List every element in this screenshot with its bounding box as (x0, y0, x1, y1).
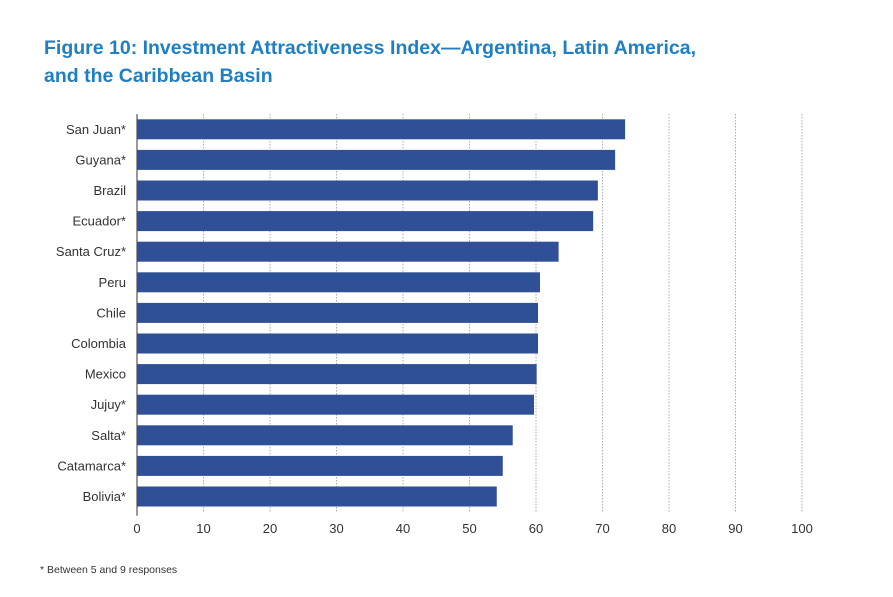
category-label: Catamarca* (57, 458, 126, 473)
bar (137, 394, 535, 415)
category-label: Mexico (85, 367, 126, 382)
x-tick-label: 80 (662, 521, 676, 536)
x-tick-label: 40 (396, 521, 410, 536)
bar (137, 302, 538, 323)
x-tick-label: 20 (263, 521, 277, 536)
category-label: Brazil (93, 183, 126, 198)
category-label: Bolivia* (83, 489, 126, 504)
chart-title: Figure 10: Investment Attractiveness Ind… (44, 34, 844, 90)
bar (137, 455, 503, 476)
bar (137, 149, 616, 170)
x-tick-label: 50 (462, 521, 476, 536)
category-label: Peru (99, 275, 126, 290)
category-label: Santa Cruz* (56, 244, 126, 259)
x-tick-label: 90 (728, 521, 742, 536)
bar (137, 241, 559, 262)
x-tick-label: 10 (196, 521, 210, 536)
category-label: Ecuador* (73, 214, 126, 229)
bar (137, 364, 537, 385)
bar (137, 333, 538, 354)
chart-title-line-1: Figure 10: Investment Attractiveness Ind… (44, 37, 696, 59)
category-label: San Juan* (66, 122, 126, 137)
bar (137, 272, 540, 293)
x-tick-label: 30 (329, 521, 343, 536)
x-tick-label: 0 (133, 521, 140, 536)
category-label: Salta* (91, 428, 126, 443)
bars (137, 119, 626, 507)
category-label: Chile (96, 305, 126, 320)
category-labels: San Juan* Guyana* Brazil Ecuador* Santa Cruz… (56, 122, 127, 504)
category-label: Jujuy* (91, 397, 126, 412)
x-tick-label: 60 (529, 521, 543, 536)
category-label: Colombia (71, 336, 127, 351)
bar (137, 119, 626, 140)
bar (137, 211, 594, 232)
category-label: Guyana* (75, 152, 126, 167)
bar (137, 180, 598, 201)
x-axis-ticks: 0 10 20 30 40 50 60 70 80 90 100 (133, 521, 812, 536)
x-tick-label: 70 (595, 521, 609, 536)
bar (137, 486, 497, 507)
x-tick-label: 100 (791, 521, 813, 536)
bar (137, 425, 513, 446)
chart-title-line-2: and the Caribbean Basin (44, 65, 273, 87)
footnote: * Between 5 and 9 responses (40, 564, 178, 576)
